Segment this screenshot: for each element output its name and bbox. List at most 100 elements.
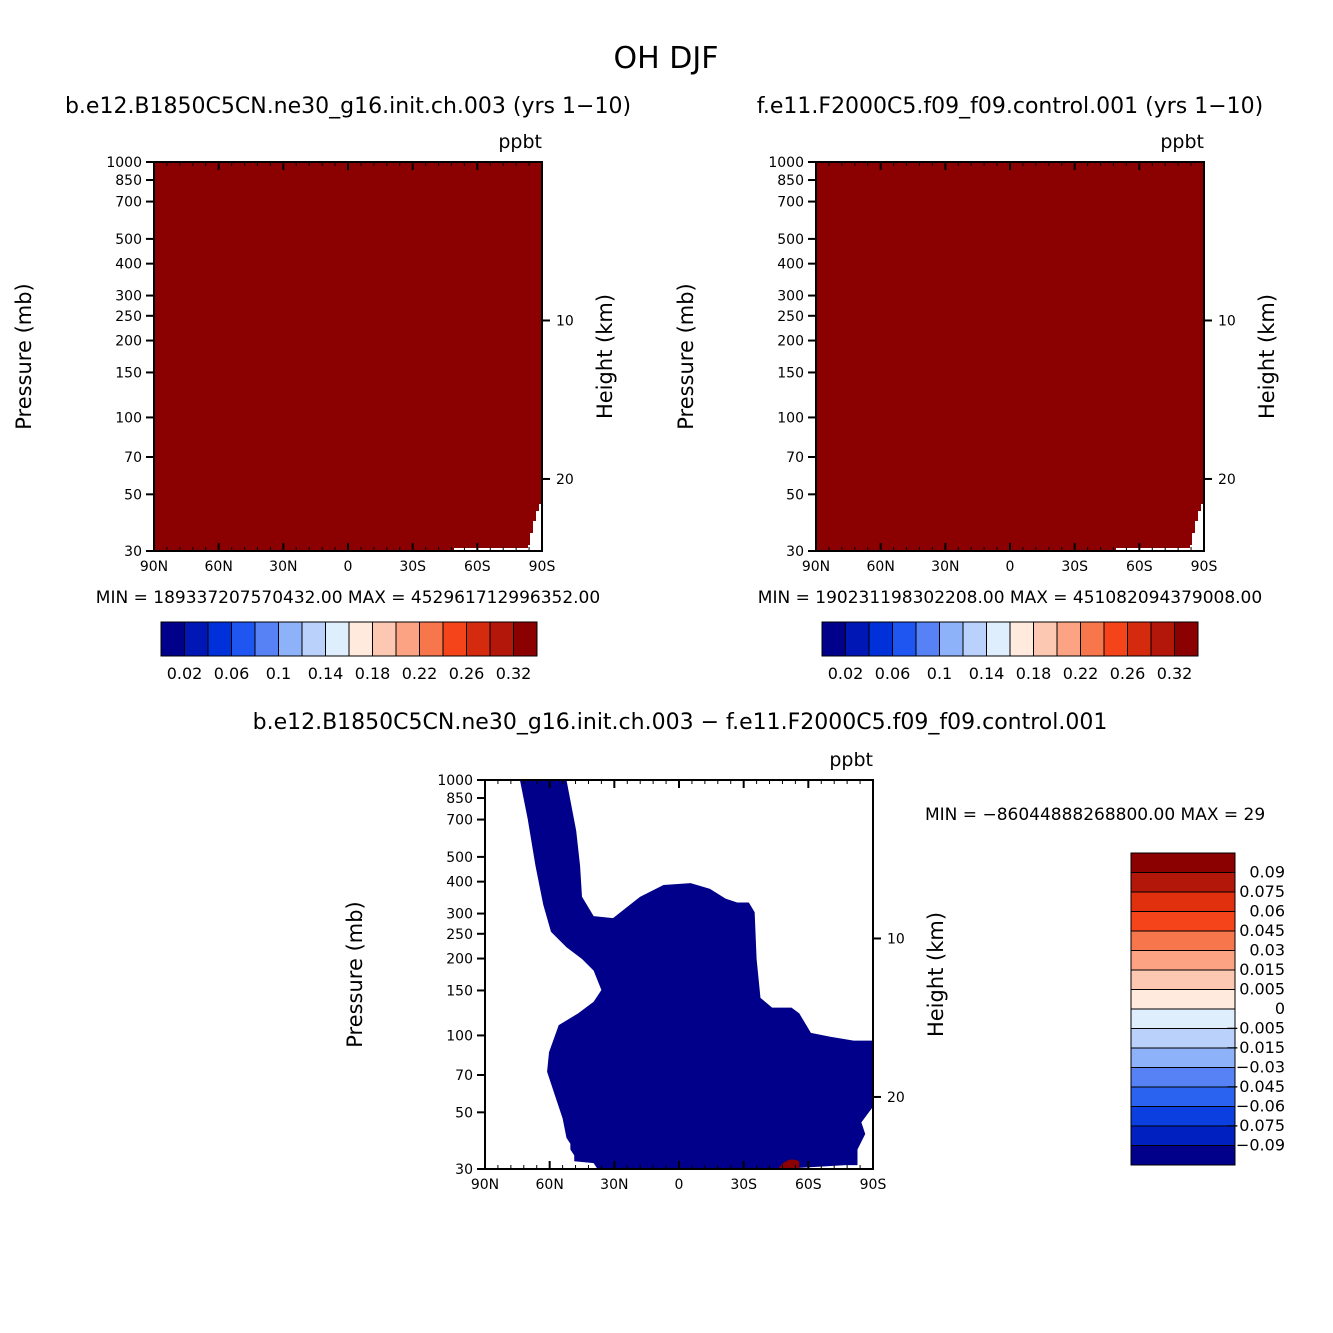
y-tick-label: 300 (777, 289, 804, 305)
colorbar-box (489, 621, 514, 657)
colorbar-label: 0.26 (449, 664, 485, 683)
colorbar-box (1033, 621, 1058, 657)
colorbar-label: 0.22 (1063, 664, 1099, 683)
colorbar-label: 0.06 (1249, 902, 1285, 921)
y-tick-label: 500 (777, 232, 804, 248)
y-tick-label: 300 (446, 907, 473, 923)
x-tick-label: 30N (269, 559, 297, 575)
positive-patch (777, 1159, 800, 1169)
colorbar-label: −0.03 (1236, 1058, 1285, 1077)
colorbar-box (1130, 891, 1236, 912)
y-tick-label: 70 (124, 450, 142, 466)
x-tick-label: 60N (867, 559, 895, 575)
y-right-axis-label: Height (km) (924, 912, 948, 1037)
colorbar-box (821, 621, 846, 657)
colorbar-box (1056, 621, 1081, 657)
x-tick-label: 60S (795, 1177, 822, 1193)
y-tick-label: 200 (446, 952, 473, 968)
colorbar-label: −0.005 (1226, 1019, 1285, 1038)
y-tick-label: 700 (777, 195, 804, 211)
units-label: ppbt (1160, 131, 1204, 153)
x-tick-label: 30S (730, 1177, 757, 1193)
colorbar-box (395, 621, 420, 657)
min-max-label: MIN = 190231198302208.00 MAX = 451082094… (758, 588, 1262, 608)
y-right-tick-label: 10 (887, 931, 905, 947)
colorbar-box (254, 621, 279, 657)
colorbar-box (513, 621, 538, 657)
colorbar-box (1130, 911, 1236, 932)
colorbar-box (1130, 1047, 1236, 1068)
colorbar-label: 0.02 (828, 664, 864, 683)
colorbar-box (1130, 930, 1236, 951)
colorbar-box (442, 621, 467, 657)
colorbar-box (1130, 1028, 1236, 1049)
y-right-tick-label: 10 (1218, 313, 1236, 329)
x-tick-label: 30N (931, 559, 959, 575)
x-tick-label: 90N (802, 559, 830, 575)
colorbar-box (915, 621, 940, 657)
colorbar-box (868, 621, 893, 657)
x-tick-label: 60S (464, 559, 491, 575)
colorbar-box (184, 621, 209, 657)
colorbar-label: 0.06 (214, 664, 250, 683)
y-tick-label: 50 (124, 487, 142, 503)
colorbar-box (372, 621, 397, 657)
field-fill (816, 162, 1204, 551)
colorbar-box (1009, 621, 1034, 657)
units-label: ppbt (498, 131, 542, 153)
panel-title: b.e12.B1850C5CN.ne30_g16.init.ch.003 − f… (253, 710, 1108, 735)
colorbar-label: 0.1 (927, 664, 952, 683)
y-right-axis-label: Height (km) (593, 294, 617, 419)
y-tick-label: 100 (446, 1028, 473, 1044)
colorbar-label: 0.09 (1249, 863, 1285, 882)
y-tick-label: 1000 (437, 773, 473, 789)
colorbar-box (1130, 1086, 1236, 1107)
y-tick-label: 150 (115, 365, 142, 381)
panel-3: b.e12.B1850C5CN.ne30_g16.init.ch.003 − f… (253, 710, 1285, 1193)
units-label: ppbt (829, 749, 873, 771)
y-tick-label: 150 (446, 983, 473, 999)
y-tick-label: 500 (115, 232, 142, 248)
min-max-label: MIN = 189337207570432.00 MAX = 452961712… (96, 588, 600, 608)
colorbar-box (986, 621, 1011, 657)
colorbar-label: 0 (1275, 999, 1285, 1018)
colorbar-label: 0.32 (496, 664, 532, 683)
colorbar-box (1103, 621, 1128, 657)
panel-2: f.e11.F2000C5.f09_f09.control.001 (yrs 1… (674, 94, 1279, 683)
colorbar-box (160, 621, 185, 657)
y-tick-label: 1000 (768, 155, 804, 171)
y-tick-label: 200 (777, 334, 804, 350)
x-tick-label: 30S (399, 559, 426, 575)
colorbar-label: 0.14 (308, 664, 344, 683)
colorbar-box (301, 621, 326, 657)
colorbar-label: 0.005 (1239, 980, 1285, 999)
colorbar-box (1130, 1145, 1236, 1166)
colorbar-box (1130, 969, 1236, 990)
y-right-tick-label: 20 (1218, 472, 1236, 488)
colorbar-label: 0.075 (1239, 882, 1285, 901)
colorbar-label: 0.02 (167, 664, 203, 683)
colorbar-box (278, 621, 303, 657)
figure-title: OH DJF (614, 41, 719, 76)
y-tick-label: 30 (786, 544, 804, 560)
colorbar-box (962, 621, 987, 657)
y-tick-label: 850 (446, 791, 473, 807)
colorbar-box (1130, 1008, 1236, 1029)
colorbar-label: 0.18 (355, 664, 391, 683)
y-tick-label: 700 (446, 813, 473, 829)
x-tick-label: 0 (675, 1177, 684, 1193)
colorbar-box (466, 621, 491, 657)
x-tick-label: 0 (1006, 559, 1015, 575)
colorbar-box (1130, 1125, 1236, 1146)
colorbar-label: 0.015 (1239, 960, 1285, 979)
y-right-tick-label: 20 (887, 1090, 905, 1106)
y-tick-label: 30 (455, 1162, 473, 1178)
colorbar-label: −0.045 (1226, 1077, 1285, 1096)
colorbar-box (1130, 1106, 1236, 1127)
y-tick-label: 400 (777, 257, 804, 273)
field-fill (154, 162, 542, 551)
colorbar-label: 0.14 (969, 664, 1005, 683)
min-max-label: MIN = −86044888268800.00 MAX = 29 (925, 805, 1265, 825)
y-axis-label: Pressure (mb) (12, 283, 36, 430)
